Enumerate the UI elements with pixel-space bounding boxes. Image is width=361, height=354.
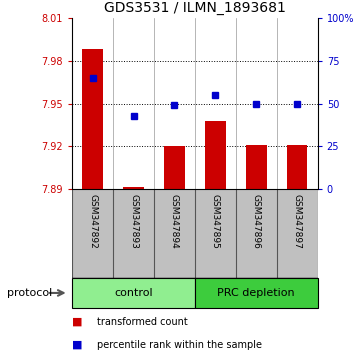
Text: GSM347895: GSM347895: [211, 194, 220, 249]
Text: GSM347892: GSM347892: [88, 194, 97, 249]
Text: GSM347897: GSM347897: [293, 194, 302, 249]
Text: GSM347896: GSM347896: [252, 194, 261, 249]
Bar: [246, 145, 266, 189]
Bar: [205, 121, 226, 189]
Bar: [72, 278, 195, 308]
Bar: [195, 278, 318, 308]
Text: ■: ■: [72, 317, 86, 327]
Title: GDS3531 / ILMN_1893681: GDS3531 / ILMN_1893681: [104, 1, 286, 15]
Bar: [287, 145, 308, 189]
Text: control: control: [114, 288, 153, 298]
Text: percentile rank within the sample: percentile rank within the sample: [97, 340, 262, 350]
Text: GSM347893: GSM347893: [129, 194, 138, 249]
Text: PRC depletion: PRC depletion: [217, 288, 295, 298]
Bar: [164, 147, 185, 189]
Text: protocol: protocol: [7, 288, 52, 298]
Text: ■: ■: [72, 340, 86, 350]
Text: transformed count: transformed count: [97, 317, 188, 327]
Bar: [82, 49, 103, 189]
Bar: [123, 187, 144, 189]
Text: GSM347894: GSM347894: [170, 194, 179, 249]
